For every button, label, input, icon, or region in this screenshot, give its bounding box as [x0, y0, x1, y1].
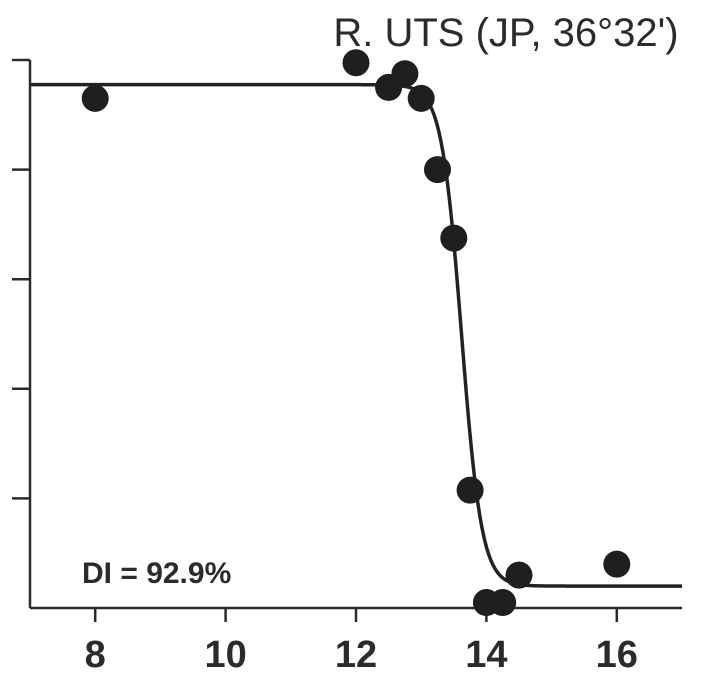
data-point [81, 84, 109, 112]
x-axis: 8 10 12 14 16 [30, 606, 682, 676]
data-point [407, 84, 435, 112]
x-tick-label: 14 [465, 634, 507, 676]
chart-title: R. UTS (JP, 36°32') [333, 11, 678, 55]
data-point [456, 476, 484, 504]
data-point [424, 156, 451, 184]
data-points [81, 49, 631, 617]
x-tick-label: 8 [85, 634, 106, 676]
y-axis [12, 58, 32, 608]
data-point [342, 49, 370, 77]
data-point [391, 60, 419, 88]
x-tick-label: 16 [596, 634, 638, 676]
data-point [603, 550, 631, 578]
di-annotation: DI = 92.9% [82, 557, 231, 590]
data-point [505, 561, 533, 589]
data-point [489, 589, 517, 617]
x-tick-label: 12 [335, 634, 377, 676]
fit-curve [30, 82, 682, 588]
x-tick-label: 10 [204, 634, 246, 676]
data-point [440, 224, 468, 252]
